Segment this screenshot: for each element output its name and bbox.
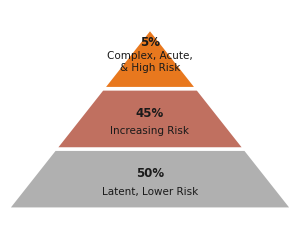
Text: 5%: 5% xyxy=(140,36,160,49)
Polygon shape xyxy=(55,89,245,149)
Polygon shape xyxy=(103,29,197,89)
Text: Increasing Risk: Increasing Risk xyxy=(110,126,190,137)
Text: Latent, Lower Risk: Latent, Lower Risk xyxy=(102,187,198,197)
Text: 50%: 50% xyxy=(136,167,164,180)
Text: Complex, Acute,
& High Risk: Complex, Acute, & High Risk xyxy=(107,51,193,73)
Polygon shape xyxy=(7,149,293,209)
Text: 45%: 45% xyxy=(136,107,164,120)
